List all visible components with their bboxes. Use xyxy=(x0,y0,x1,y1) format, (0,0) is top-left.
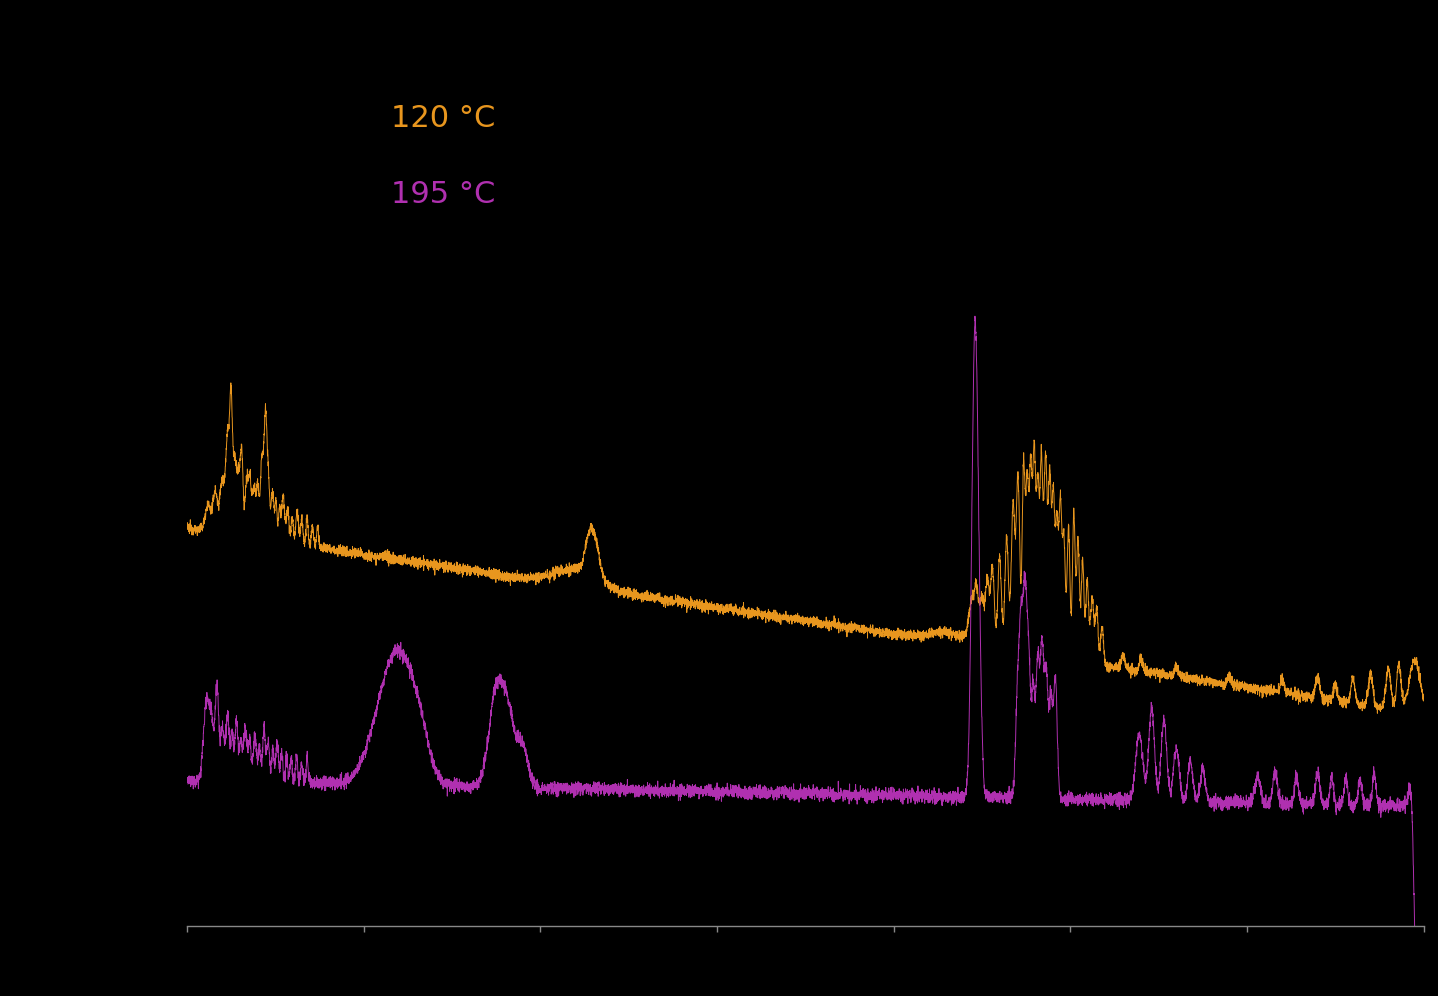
Text: 120 °C: 120 °C xyxy=(391,104,495,132)
Text: 195 °C: 195 °C xyxy=(391,180,495,209)
